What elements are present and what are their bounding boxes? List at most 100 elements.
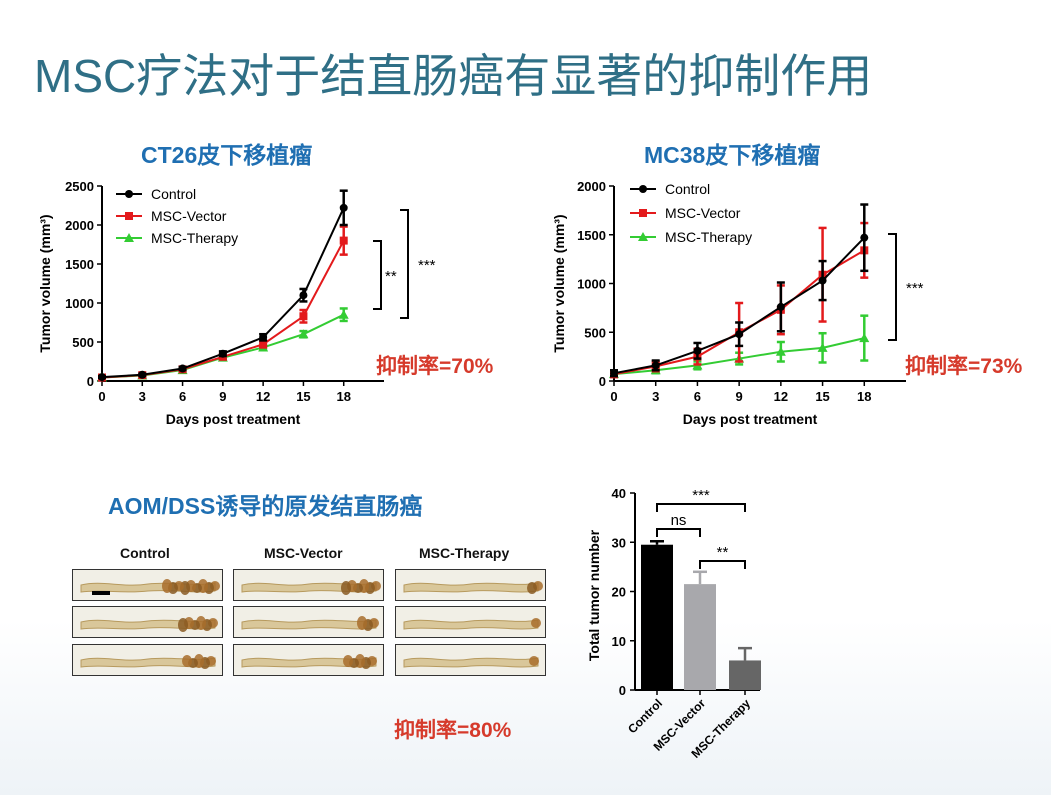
x-tick-label: 0 — [98, 389, 105, 404]
bar-msc-therapy — [729, 660, 761, 690]
ct26-subtitle: CT26皮下移植瘤 — [141, 142, 313, 168]
y-tick-label: 0 — [619, 683, 626, 698]
y-tick-label: 10 — [612, 634, 626, 649]
sig-control-therapy-label: *** — [692, 487, 710, 504]
colon-tissue — [403, 619, 539, 630]
colon-photo — [72, 606, 223, 638]
ct26-inhibition: 抑制率=70% — [376, 355, 494, 378]
series-msc-vector — [610, 221, 869, 379]
aom-col-control: Control — [120, 545, 170, 561]
data-point — [693, 346, 702, 355]
y-tick-label: 2500 — [65, 179, 94, 194]
data-point — [98, 373, 106, 382]
x-tick-label: 12 — [774, 389, 788, 404]
legend-label: MSC-Vector — [665, 205, 741, 221]
y-tick-label: 0 — [87, 374, 94, 389]
legend-label: Control — [665, 181, 710, 197]
y-tick-label: 20 — [612, 585, 626, 600]
data-point — [299, 312, 308, 321]
colon-specimen-image — [241, 654, 377, 669]
x-tick-label: 9 — [736, 389, 743, 404]
data-point — [339, 236, 348, 245]
legend-marker — [125, 212, 133, 220]
colon-photo — [233, 606, 384, 638]
colon-tissue — [80, 657, 216, 668]
y-tick-label: 1000 — [65, 296, 94, 311]
sig-control-vector — [656, 528, 701, 537]
colon-specimen-image — [241, 579, 381, 595]
colon-specimen-image — [403, 618, 541, 630]
series-control — [610, 203, 869, 378]
x-tick-label: 3 — [139, 389, 146, 404]
colon-specimen-image — [403, 656, 539, 668]
data-point — [298, 329, 309, 339]
colon-tissue — [403, 657, 539, 668]
x-tick-label: 12 — [256, 389, 270, 404]
bar-msc-vector — [684, 584, 716, 690]
tumor-nodule — [178, 618, 188, 632]
y-tick-label: 500 — [584, 325, 606, 340]
tumor-nodule — [529, 656, 539, 666]
colon-tissue — [403, 582, 539, 593]
mc38-significance — [888, 233, 897, 341]
scale-bar — [92, 591, 110, 595]
colon-photo — [395, 606, 546, 638]
colon-tissue — [241, 657, 377, 668]
tumor-nodule — [341, 581, 351, 595]
y-axis-label: Tumor volume (mm³) — [551, 214, 567, 352]
series-msc-therapy — [97, 307, 349, 382]
data-point — [817, 342, 828, 352]
data-point — [338, 309, 349, 319]
colon-specimen-image — [241, 616, 379, 631]
tumor-nodule — [357, 616, 367, 630]
x-axis-label: Days post treatment — [683, 411, 818, 427]
data-point — [138, 370, 147, 379]
tumor-nodule — [531, 618, 541, 628]
colon-photo — [233, 644, 384, 676]
aom-inhibition: 抑制率=80% — [394, 719, 512, 742]
aom-col-therapy: MSC-Therapy — [419, 545, 510, 561]
sig-vector-therapy-label: ** — [717, 544, 729, 561]
colon-tissue — [241, 619, 377, 630]
x-tick-label: 3 — [652, 389, 659, 404]
sig-control-therapy — [656, 503, 746, 512]
data-point — [610, 369, 618, 378]
aom-col-vector: MSC-Vector — [264, 545, 343, 561]
ct26-significance-long-label: *** — [418, 257, 436, 274]
legend-marker — [639, 209, 647, 217]
legend-marker — [125, 190, 133, 198]
x-tick-label: 18 — [857, 389, 871, 404]
series-control — [98, 189, 348, 382]
colon-photo — [395, 569, 546, 601]
colon-photo — [395, 644, 546, 676]
y-axis-label: Tumor volume (mm³) — [37, 214, 53, 352]
data-point — [859, 333, 870, 343]
ct26-significance-short-label: ** — [385, 268, 397, 285]
bar-control — [641, 544, 673, 690]
tumor-nodule — [343, 655, 353, 667]
aom-subtitle: AOM/DSS诱导的原发结直肠癌 — [108, 493, 423, 519]
x-tick-label: Control — [625, 696, 665, 736]
slide-title: MSC疗法对于结直肠癌有显著的抑制作用 — [34, 50, 873, 102]
colon-photo — [233, 569, 384, 601]
tumor-nodule — [527, 582, 537, 594]
data-point — [299, 291, 308, 300]
y-tick-label: 1500 — [65, 257, 94, 272]
colon-specimen-image — [80, 616, 218, 632]
series-line — [101, 313, 345, 379]
x-tick-label: 15 — [815, 389, 829, 404]
y-tick-label: 1000 — [577, 277, 606, 292]
tumor-nodule — [162, 579, 172, 593]
legend-label: MSC-Therapy — [151, 230, 238, 246]
y-tick-label: 40 — [612, 486, 626, 501]
data-point — [259, 340, 268, 349]
y-axis-label: Total tumor number — [586, 529, 602, 661]
sig-vector-therapy — [699, 560, 746, 569]
data-point — [178, 364, 187, 373]
ct26-chart: 0 3 6 9 12 15 18 0 500 1000 1500 2000 2500 Days post … — [37, 179, 436, 427]
colon-specimen-image — [80, 579, 220, 595]
mc38-subtitle: MC38皮下移植瘤 — [644, 142, 821, 168]
y-tick-label: 30 — [612, 535, 626, 550]
